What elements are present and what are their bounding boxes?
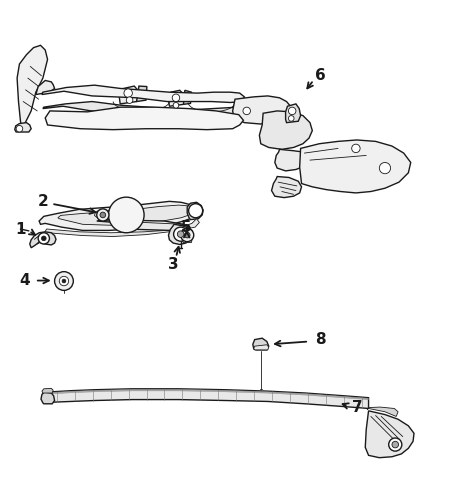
Polygon shape: [253, 338, 269, 350]
Text: 8: 8: [315, 332, 326, 347]
Circle shape: [289, 107, 296, 115]
Polygon shape: [259, 111, 313, 149]
Circle shape: [289, 116, 294, 121]
Polygon shape: [58, 205, 195, 225]
Text: 4: 4: [20, 273, 31, 288]
Polygon shape: [365, 411, 414, 458]
Polygon shape: [43, 102, 244, 117]
Polygon shape: [97, 220, 190, 231]
Circle shape: [62, 279, 66, 283]
Circle shape: [41, 236, 46, 241]
Polygon shape: [300, 140, 411, 193]
Polygon shape: [272, 177, 302, 198]
Circle shape: [184, 232, 190, 238]
Polygon shape: [254, 345, 269, 350]
Polygon shape: [183, 91, 191, 104]
Circle shape: [16, 125, 23, 132]
Polygon shape: [106, 209, 120, 217]
Polygon shape: [17, 45, 47, 130]
Circle shape: [55, 272, 73, 290]
Circle shape: [97, 209, 109, 221]
Text: 2: 2: [38, 194, 48, 209]
Polygon shape: [15, 123, 31, 132]
Circle shape: [100, 212, 106, 218]
Circle shape: [188, 204, 203, 218]
Text: 6: 6: [315, 68, 326, 83]
Polygon shape: [30, 232, 56, 248]
Polygon shape: [137, 86, 147, 102]
Polygon shape: [367, 407, 398, 416]
Circle shape: [180, 228, 194, 241]
Polygon shape: [45, 107, 243, 130]
Text: 3: 3: [168, 257, 179, 272]
Circle shape: [173, 103, 179, 108]
Polygon shape: [187, 202, 203, 220]
Circle shape: [177, 231, 184, 237]
Polygon shape: [182, 238, 192, 242]
Polygon shape: [233, 96, 291, 124]
Polygon shape: [47, 389, 368, 408]
Polygon shape: [39, 201, 197, 230]
Polygon shape: [42, 388, 53, 393]
Circle shape: [109, 197, 144, 233]
Circle shape: [124, 89, 133, 97]
Text: 7: 7: [352, 399, 363, 414]
Polygon shape: [36, 80, 55, 95]
Polygon shape: [168, 91, 185, 106]
Polygon shape: [41, 392, 55, 404]
Text: 1: 1: [15, 221, 26, 236]
Circle shape: [389, 438, 402, 451]
Polygon shape: [286, 104, 301, 123]
Circle shape: [126, 97, 133, 104]
Circle shape: [59, 276, 69, 286]
Circle shape: [172, 94, 180, 102]
Text: 5: 5: [180, 220, 191, 234]
Polygon shape: [44, 219, 199, 236]
Circle shape: [379, 162, 391, 174]
Polygon shape: [119, 86, 139, 104]
Circle shape: [392, 441, 399, 448]
Circle shape: [38, 233, 49, 244]
Circle shape: [352, 144, 360, 152]
Polygon shape: [168, 224, 193, 244]
Polygon shape: [275, 149, 310, 171]
Polygon shape: [42, 85, 244, 103]
Circle shape: [243, 107, 251, 115]
Circle shape: [173, 227, 188, 241]
